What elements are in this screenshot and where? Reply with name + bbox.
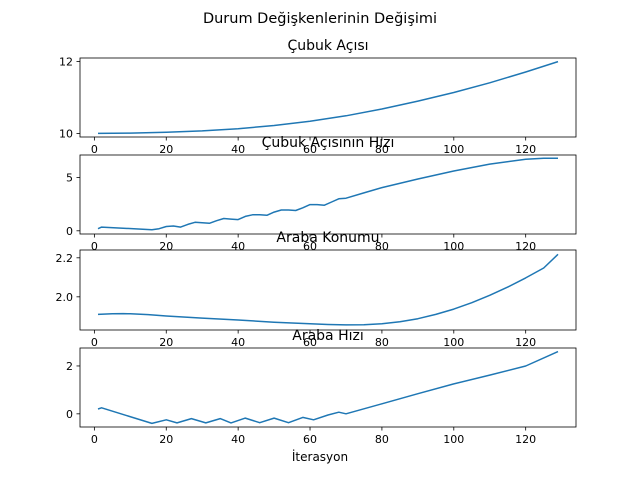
series-line: [97, 157, 558, 231]
x-tick-label: 0: [91, 240, 98, 253]
x-tick-label: 60: [303, 433, 317, 446]
y-tick-label: 5: [66, 171, 73, 184]
x-tick-label: 20: [159, 433, 173, 446]
x-axis-label: İterasyon: [292, 449, 348, 464]
axes-frame: [79, 347, 577, 428]
x-tick-label: 40: [231, 433, 245, 446]
x-tick-label: 0: [91, 336, 98, 349]
x-tick-label: 100: [443, 336, 464, 349]
y-tick-label: 0: [66, 225, 73, 238]
y-tick-label: 2.0: [56, 291, 74, 304]
x-tick-label: 60: [303, 143, 317, 156]
subplot-title: Araba Hızı: [292, 328, 363, 344]
x-tick-label: 80: [375, 336, 389, 349]
x-tick-label: 20: [159, 143, 173, 156]
x-tick-label: 60: [303, 336, 317, 349]
y-tick-label: 2.2: [56, 252, 74, 265]
axes-frame: [79, 57, 577, 138]
subplot-4: 0 20 40 60 80 100 120 0 2 Araba Hızı: [66, 328, 577, 446]
x-tick-label: 0: [91, 433, 98, 446]
x-tick-label: 0: [91, 143, 98, 156]
x-tick-label: 40: [231, 240, 245, 253]
x-tick-label: 40: [231, 143, 245, 156]
x-tick-label: 100: [443, 433, 464, 446]
subplot-title: Çubuk Açısının Hızı: [262, 135, 395, 151]
x-tick-label: 80: [375, 433, 389, 446]
y-tick-label: 10: [59, 127, 73, 140]
x-tick-label: 100: [443, 240, 464, 253]
subplot-title: Araba Konumu: [276, 230, 379, 246]
x-tick-label: 80: [375, 143, 389, 156]
subplot-1: 0 20 40 60 80 100 120 10 12 Çubuk Açısı: [59, 38, 577, 156]
axes-frame: [79, 154, 577, 235]
x-tick-label: 20: [159, 240, 173, 253]
y-tick-label: 2: [66, 360, 73, 373]
series-line: [97, 253, 559, 326]
axes-frame: [79, 249, 577, 331]
series-line: [97, 60, 559, 135]
figure-suptitle: Durum Değişkenlerinin Değişimi: [203, 11, 437, 27]
x-tick-label: 100: [443, 143, 464, 156]
x-tick-label: 20: [159, 336, 173, 349]
x-tick-label: 120: [515, 143, 536, 156]
y-tick-label: 0: [66, 408, 73, 421]
subplot-title: Çubuk Açısı: [287, 38, 368, 54]
subplot-3: 0 20 40 60 80 100 120 2.0 2.2 Araba Konumu: [56, 230, 577, 349]
series-line: [97, 350, 559, 425]
x-tick-label: 120: [515, 433, 536, 446]
x-tick-label: 120: [515, 336, 536, 349]
x-tick-label: 120: [515, 240, 536, 253]
y-tick-label: 12: [59, 56, 73, 69]
x-tick-label: 40: [231, 336, 245, 349]
